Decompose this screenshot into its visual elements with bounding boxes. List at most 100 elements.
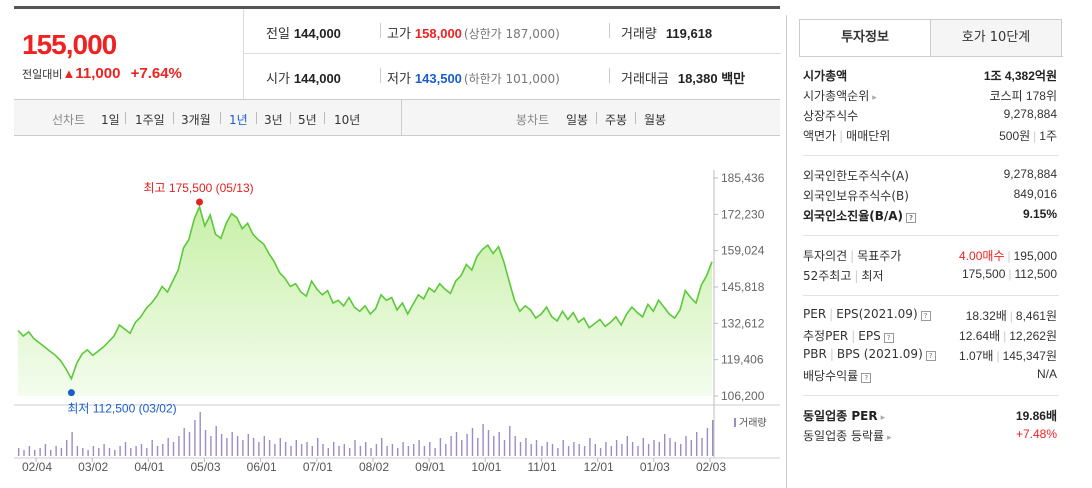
- help-icon[interactable]: ?: [925, 351, 936, 361]
- chevron-right-icon[interactable]: ▸: [887, 433, 892, 443]
- price-summary: 155,000 전일대비▲11,000 +7.64%: [14, 9, 243, 100]
- volume-bar: [535, 440, 538, 456]
- volume-bar: [445, 444, 447, 456]
- x-tick-label: 11/01: [528, 460, 557, 474]
- info-row-value: 9,278,884: [1004, 107, 1057, 121]
- info-label-text: 투자의견: [803, 249, 848, 263]
- divider: [256, 112, 257, 124]
- volume-bar: [631, 442, 634, 456]
- volume-bar: [162, 444, 164, 456]
- volume-bar: [407, 446, 410, 456]
- y-tick-label: 119,406: [721, 353, 764, 367]
- volume-bar: [268, 440, 271, 456]
- divider: |: [829, 307, 834, 321]
- x-tick-label: 12/01: [584, 460, 614, 474]
- info-row: 상장주식수 9,278,884: [803, 107, 1059, 127]
- volume-bar: [333, 442, 335, 456]
- quote-row-2: 시가 144,000 저가 143,500 (하한가 101,000) 거래대금 18,…: [244, 54, 781, 99]
- period-5y[interactable]: 5년: [298, 113, 317, 127]
- volume-bar: [263, 436, 265, 456]
- section-divider: [803, 395, 1059, 396]
- help-icon[interactable]: ?: [920, 311, 931, 321]
- chevron-right-icon[interactable]: ▸: [880, 413, 886, 423]
- volume-bar: [108, 448, 111, 456]
- y-tick-label: 106,200: [721, 389, 765, 403]
- volume-bar: [701, 438, 703, 456]
- price-change: 전일대비▲11,000 +7.64%: [22, 65, 182, 82]
- y-tick-label: 145,818: [721, 280, 765, 294]
- volume-bar: [557, 448, 559, 456]
- tab-investment-info[interactable]: 투자정보: [799, 19, 931, 57]
- period-1y[interactable]: 1년: [229, 113, 248, 127]
- candle-monthly[interactable]: 월봉: [644, 113, 667, 127]
- divider: |: [854, 269, 859, 283]
- info-label-text-2: BPS (2021.09): [836, 347, 923, 361]
- info-label-text: 추정PER: [803, 329, 849, 343]
- x-tick-label: 10/01: [471, 460, 501, 474]
- quote-info-grid: 전일 144,000 고가 158,000 (상한가 187,000) 거래량 119,…: [243, 9, 781, 100]
- change-value: 11,000: [75, 65, 121, 82]
- volume-bar: [519, 442, 522, 456]
- help-icon[interactable]: ?: [906, 213, 917, 223]
- divider: [220, 112, 221, 124]
- x-tick-label: 02/04: [22, 460, 52, 474]
- price-chart[interactable]: 185,436 172,230 159,024 145,818 132,612 119,4…: [14, 140, 780, 488]
- help-icon[interactable]: ?: [883, 333, 894, 343]
- info-value-text: 18.32배: [965, 309, 1007, 323]
- divider: [609, 68, 610, 83]
- volume-bar: [647, 444, 650, 456]
- change-rate: +7.64%: [130, 65, 182, 82]
- chevron-right-icon[interactable]: ▸: [872, 93, 877, 103]
- volume-bar: [637, 446, 639, 456]
- y-tick-label: 185,436: [721, 171, 765, 185]
- volume-bar: [605, 442, 607, 456]
- side-tabs: 투자정보 호가 10단계: [799, 19, 1063, 57]
- volume-bar: [589, 438, 591, 456]
- volume-bar: [674, 442, 676, 456]
- period-1d[interactable]: 1일: [101, 113, 120, 127]
- help-icon[interactable]: ?: [861, 373, 872, 383]
- volume-bar: [482, 424, 484, 456]
- period-3m[interactable]: 3개월: [181, 113, 211, 127]
- volume-legend-label: 거래량: [739, 417, 767, 429]
- info-row-label: PBR | BPS (2021.09)?: [803, 347, 936, 361]
- info-label-text: 시가총액: [803, 69, 848, 83]
- info-value-text: 4.00매수: [959, 249, 1005, 263]
- info-label-text: 52주최고: [803, 269, 852, 283]
- volume-bar: [487, 430, 490, 456]
- period-10y[interactable]: 10년: [334, 113, 361, 127]
- info-label-text: 시가총액순위: [803, 89, 870, 103]
- divider: |: [996, 349, 1000, 363]
- info-row-label: 배당수익률?: [803, 367, 872, 384]
- y-tick-label: 132,612: [721, 316, 765, 330]
- volume-bar: [712, 420, 714, 456]
- candle-daily[interactable]: 일봉: [566, 113, 589, 127]
- volume-bar: [509, 426, 511, 456]
- volume-bar: [583, 446, 586, 456]
- info-row-value: 4.00매수 | 195,000: [959, 247, 1057, 264]
- info-value-text: 500원: [999, 129, 1031, 143]
- info-row-value: 9,278,884: [1004, 167, 1057, 181]
- volume-bar: [418, 440, 420, 456]
- period-1w[interactable]: 1주일: [135, 113, 165, 127]
- info-label-text: 액면가: [803, 129, 837, 143]
- info-row-label: 시가총액: [803, 67, 847, 84]
- info-value-text: 코스피 178위: [989, 89, 1057, 103]
- info-value-text-2: 12,262원: [1009, 329, 1057, 343]
- volume-bar: [365, 442, 367, 456]
- volume-bar: [199, 412, 201, 456]
- investment-info-panel: 투자정보 호가 10단계 시가총액 1조 4,382억원 시가총액순위 ▸ 코스피 17…: [786, 15, 1066, 488]
- info-label-text: PER: [803, 307, 827, 321]
- candle-weekly[interactable]: 주봉: [605, 113, 628, 127]
- x-tick-label: 06/01: [247, 460, 277, 474]
- info-row-value: 12.64배 | 12,262원: [959, 327, 1057, 344]
- open-price: 시가 144,000: [266, 71, 341, 87]
- volume-bar: [327, 448, 329, 456]
- change-label: 전일대비: [22, 68, 63, 81]
- tab-order-book[interactable]: 호가 10단계: [930, 19, 1062, 57]
- divider: [173, 112, 174, 124]
- x-tick-label: 02/03: [696, 460, 726, 474]
- period-3y[interactable]: 3년: [264, 113, 283, 127]
- x-tick-label: 05/03: [191, 460, 221, 474]
- low-label: 최저 112,500 (03/02): [67, 402, 176, 416]
